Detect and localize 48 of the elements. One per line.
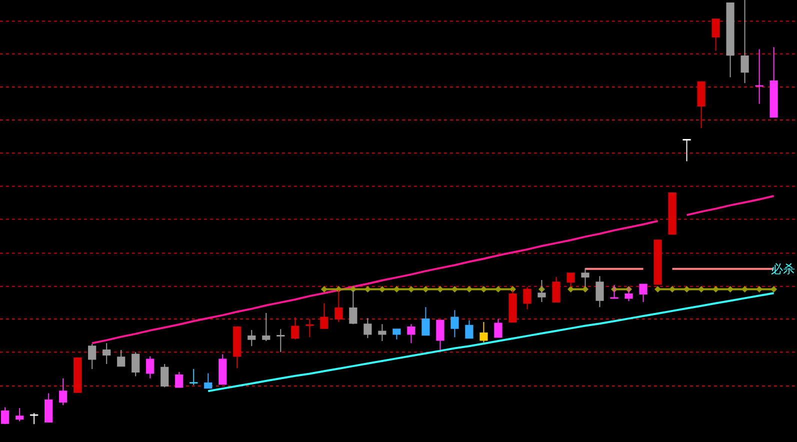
candlestick [102,342,111,364]
candlestick [30,412,38,425]
candlestick [697,81,706,129]
candlestick [291,316,300,340]
candlestick [175,372,184,388]
candlestick [668,192,676,235]
candlestick [480,321,488,343]
candlestick [190,368,198,386]
candlestick [74,358,82,393]
candlestick [538,279,546,303]
candlestick [494,318,502,338]
candlestick [88,344,96,370]
annotation: 必杀 [771,262,795,276]
candlestick [262,312,270,342]
candlestick [1,406,10,425]
candlestick [146,356,154,379]
candlestick [364,318,372,339]
candlestick [16,408,24,422]
candlestick [132,352,140,377]
candlestick [639,284,648,303]
candlestick [44,392,53,423]
candlestick [204,372,212,389]
candlestick [218,354,227,385]
candlestick [450,310,459,338]
candlestick [306,318,314,338]
candlestick [436,320,444,350]
candlestick [770,46,778,118]
candlestick [378,324,386,342]
candlestick [755,48,764,104]
candlestick [552,276,560,303]
candlestick [422,306,430,336]
candlestick [117,349,126,367]
candlestick [160,363,169,388]
candlestick [59,378,68,406]
candlestick [320,302,328,329]
candlestick [712,18,720,52]
candlestick [407,324,416,344]
candlestick [596,276,604,308]
candlestick [392,328,401,340]
candlestick [465,320,474,339]
candlestick [248,330,256,347]
candlestick [233,326,242,369]
candlestick [726,2,734,78]
candlestick [523,286,532,310]
candlestick [276,328,285,353]
candlestick [654,240,662,285]
candlestick [740,0,749,84]
candlestick [682,139,691,162]
